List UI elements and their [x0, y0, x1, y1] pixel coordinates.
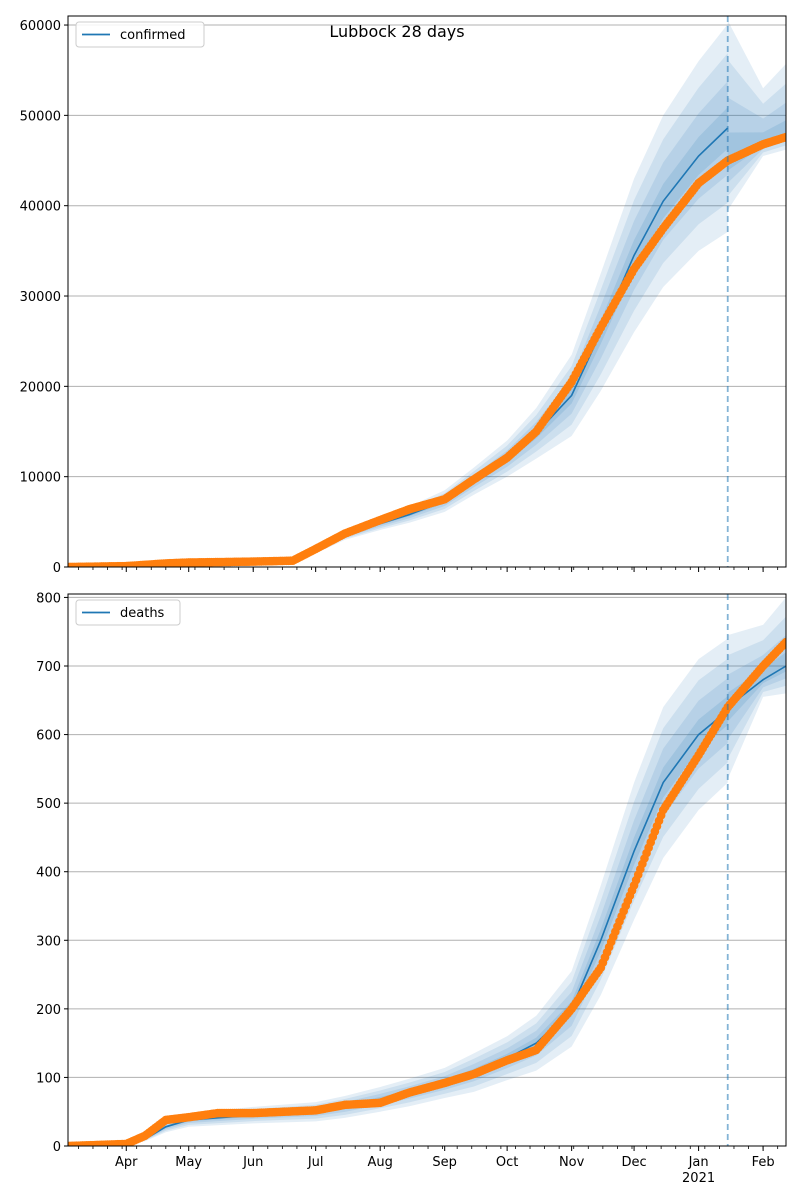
y-tick-label: 300	[36, 934, 61, 949]
legend: deaths	[75, 599, 181, 626]
legend-box	[75, 599, 181, 626]
y-tick-label: 60000	[20, 19, 61, 34]
y-tick-label: 0	[53, 1140, 61, 1155]
legend-box	[75, 21, 205, 48]
y-tick-label: 500	[36, 797, 61, 812]
y-tick-label: 600	[36, 729, 61, 744]
x-tick-label: Jul	[307, 1155, 324, 1170]
y-tick-label: 0	[53, 561, 61, 576]
forecast-band	[727, 20, 786, 211]
legend: confirmed	[75, 21, 205, 48]
y-tick-label: 400	[36, 866, 61, 881]
y-tick-label: 40000	[20, 200, 61, 215]
x-tick-label: Sep	[432, 1155, 457, 1170]
y-tick-label: 20000	[20, 380, 61, 395]
forecast-band	[727, 59, 786, 197]
y-tick-label: 50000	[20, 109, 61, 124]
observed-point	[781, 132, 786, 142]
plot-area	[68, 594, 786, 1146]
x-tick-label: Aug	[367, 1155, 392, 1170]
x-tick-label: Oct	[496, 1155, 518, 1170]
confidence-band	[68, 24, 728, 567]
forecast-band	[727, 597, 786, 780]
plot-area	[68, 16, 786, 567]
axes-frame	[67, 15, 787, 568]
x-tick-label: Dec	[621, 1155, 646, 1170]
x-tick-label: Feb	[752, 1155, 775, 1170]
forecast-band	[727, 652, 786, 722]
x-tick-label: Nov	[559, 1155, 585, 1170]
deaths-panel: 0 100 200 300 400 500 600 700 800 Apr May Jun Jul Aug…	[36, 591, 787, 1186]
y-tick-label: 10000	[20, 471, 61, 486]
x-tick-label: Jan	[688, 1155, 709, 1170]
x-tick-label: Apr	[115, 1155, 138, 1170]
confirmed-panel: 0 10000 20000 30000 40000 50000 60000 confirmed	[20, 15, 787, 576]
y-tick-label: 100	[36, 1071, 61, 1086]
x-tick-label: May	[175, 1155, 202, 1170]
confidence-band	[68, 53, 728, 567]
confidence-band	[68, 81, 728, 567]
observed-point	[781, 637, 786, 647]
y-tick-label: 200	[36, 1003, 61, 1018]
y-tick-label: 800	[36, 591, 61, 606]
x-year-label: 2021	[682, 1171, 715, 1186]
axes-frame	[67, 593, 787, 1147]
legend-label: deaths	[120, 606, 165, 621]
figure-title: Lubbock 28 days	[329, 22, 464, 41]
x-tick-label: Jun	[242, 1155, 263, 1170]
forecast-band	[727, 97, 786, 183]
y-tick-label: 700	[36, 660, 61, 675]
legend-label: confirmed	[120, 28, 186, 43]
y-tick-label: 30000	[20, 290, 61, 305]
confidence-band	[68, 678, 728, 1146]
